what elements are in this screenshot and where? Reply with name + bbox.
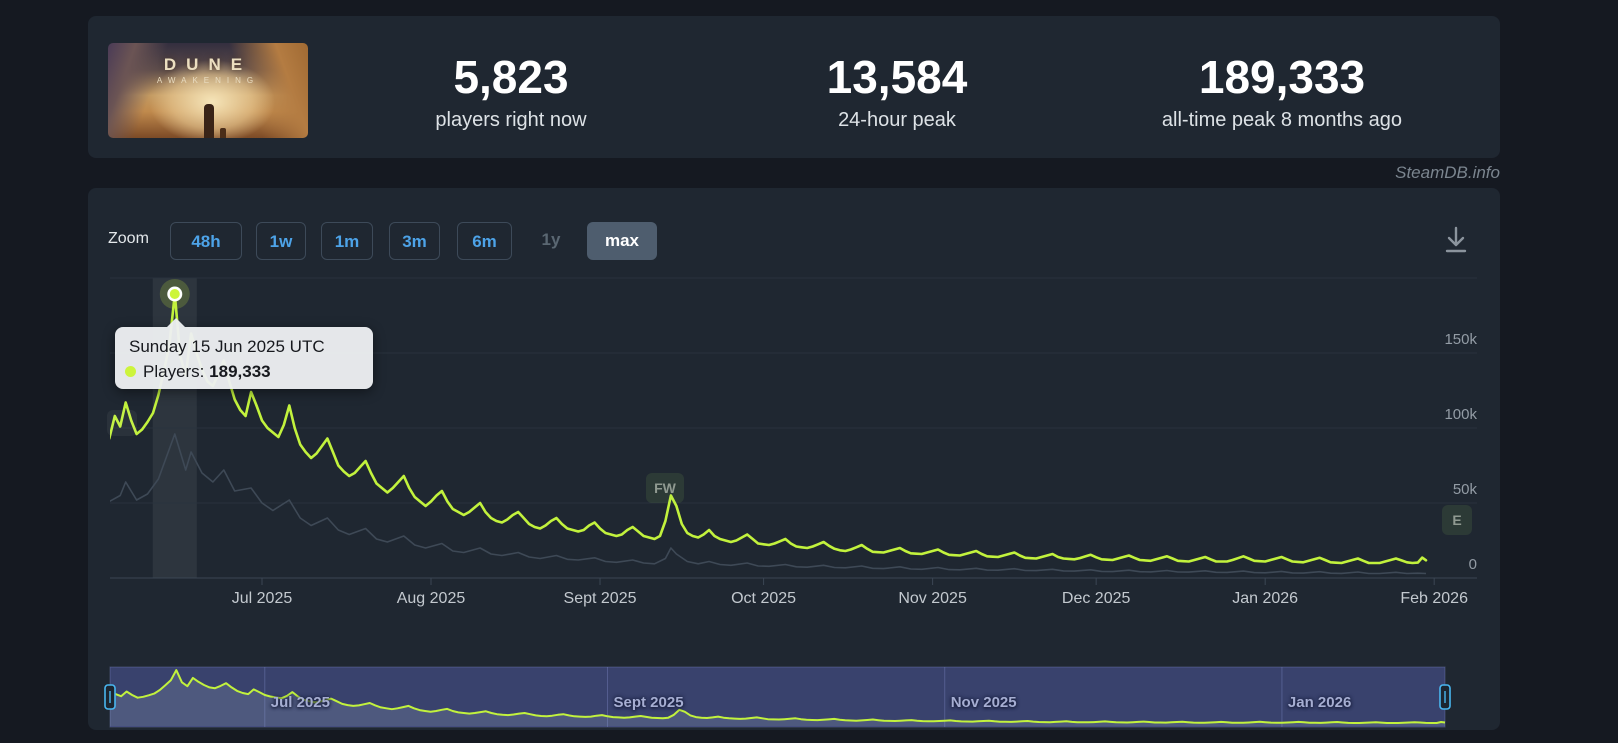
navigator-label: Jan 2026: [1287, 694, 1352, 711]
tooltip-arrow: [167, 318, 185, 327]
x-axis-label: Jul 2025: [231, 590, 293, 607]
event-badge-fw[interactable]: FW: [646, 473, 684, 503]
zoom-max-button[interactable]: max: [587, 222, 657, 260]
zoom-1w-button[interactable]: 1w: [256, 222, 306, 260]
navigator-label: Nov 2025: [950, 694, 1017, 711]
zoom-1y-button-disabled: 1y: [541, 230, 561, 249]
stat-24h-peak: 13,584 24-hour peak: [727, 52, 1067, 132]
x-axis-label: Jan 2026: [1232, 590, 1299, 607]
zoom-3m-button[interactable]: 3m: [389, 222, 440, 260]
secondary-line: [110, 433, 1427, 575]
zoom-48h-button[interactable]: 48h: [170, 222, 242, 260]
tooltip-players-value: 189,333: [209, 361, 271, 381]
x-axis-label: Nov 2025: [898, 590, 967, 607]
tooltip-date: Sunday 15 Jun 2025 UTC: [129, 337, 325, 356]
event-badge-release[interactable]: [107, 410, 137, 436]
x-axis-label: Feb 2026: [1400, 590, 1468, 607]
alltime-peak-value: 189,333: [1198, 51, 1366, 103]
x-axis-label: Sept 2025: [563, 590, 637, 607]
zoom-label: Zoom: [108, 230, 149, 247]
navigator-label: Jul 2025: [270, 694, 330, 711]
chart-tooltip: Sunday 15 Jun 2025 UTC Players: 189,333: [115, 318, 373, 389]
game-capsule-image[interactable]: DUNE AWAKENING: [108, 43, 308, 138]
series-marker-dot: [125, 365, 136, 377]
player-count-chart[interactable]: [88, 188, 1500, 730]
steamdb-watermark: SteamDB.info: [1395, 163, 1500, 182]
x-axis-label: Dec 2025: [1061, 590, 1131, 607]
navigator-line: [109, 669, 1446, 724]
zoom-6m-button[interactable]: 6m: [457, 222, 512, 260]
download-icon: [1445, 226, 1467, 253]
navigator-area-fill: [110, 670, 1445, 726]
chart-panel: Zoom 48h 1w 1m 3m 6m 1y max 150k 100k 50k 0…: [88, 188, 1500, 730]
y-axis-label: 100k: [1444, 406, 1477, 423]
stat-alltime-peak: 189,333 all-time peak 8 months ago: [1112, 52, 1452, 132]
stats-header-panel: DUNE AWAKENING 5,823 players right now 1…: [88, 16, 1500, 158]
players-now-label: players right now: [435, 108, 587, 131]
y-axis-label: 150k: [1444, 331, 1477, 348]
players-now-value: 5,823: [453, 51, 569, 103]
alltime-peak-label: all-time peak 8 months ago: [1161, 108, 1403, 131]
zoom-toolbar: Zoom 48h 1w 1m 3m 6m 1y max: [88, 188, 1500, 268]
event-badge-e[interactable]: E: [1442, 505, 1472, 535]
zoom-1m-button[interactable]: 1m: [321, 222, 373, 260]
download-chart-button[interactable]: [1436, 220, 1476, 260]
marker-dot[interactable]: [169, 289, 180, 300]
y-axis-label: 0: [1468, 556, 1477, 573]
x-axis-label: Oct 2025: [731, 590, 797, 607]
tooltip-series-label: Players:: [143, 361, 205, 381]
game-logo-title: DUNE: [163, 55, 253, 74]
stat-players-now: 5,823 players right now: [341, 52, 681, 132]
game-logo-subtitle: AWAKENING: [156, 76, 260, 85]
x-axis-label: Aug 2025: [396, 590, 466, 607]
navigator-label: Sept 2025: [613, 694, 684, 711]
players-line: [110, 292, 1428, 565]
peak-24h-label: 24-hour peak: [838, 108, 956, 131]
capsule-figure-silhouette: [204, 104, 214, 138]
tooltip-players-row: Players: 189,333: [125, 360, 359, 385]
y-axis-label: 50k: [1452, 481, 1477, 498]
peak-24h-value: 13,584: [826, 51, 968, 103]
